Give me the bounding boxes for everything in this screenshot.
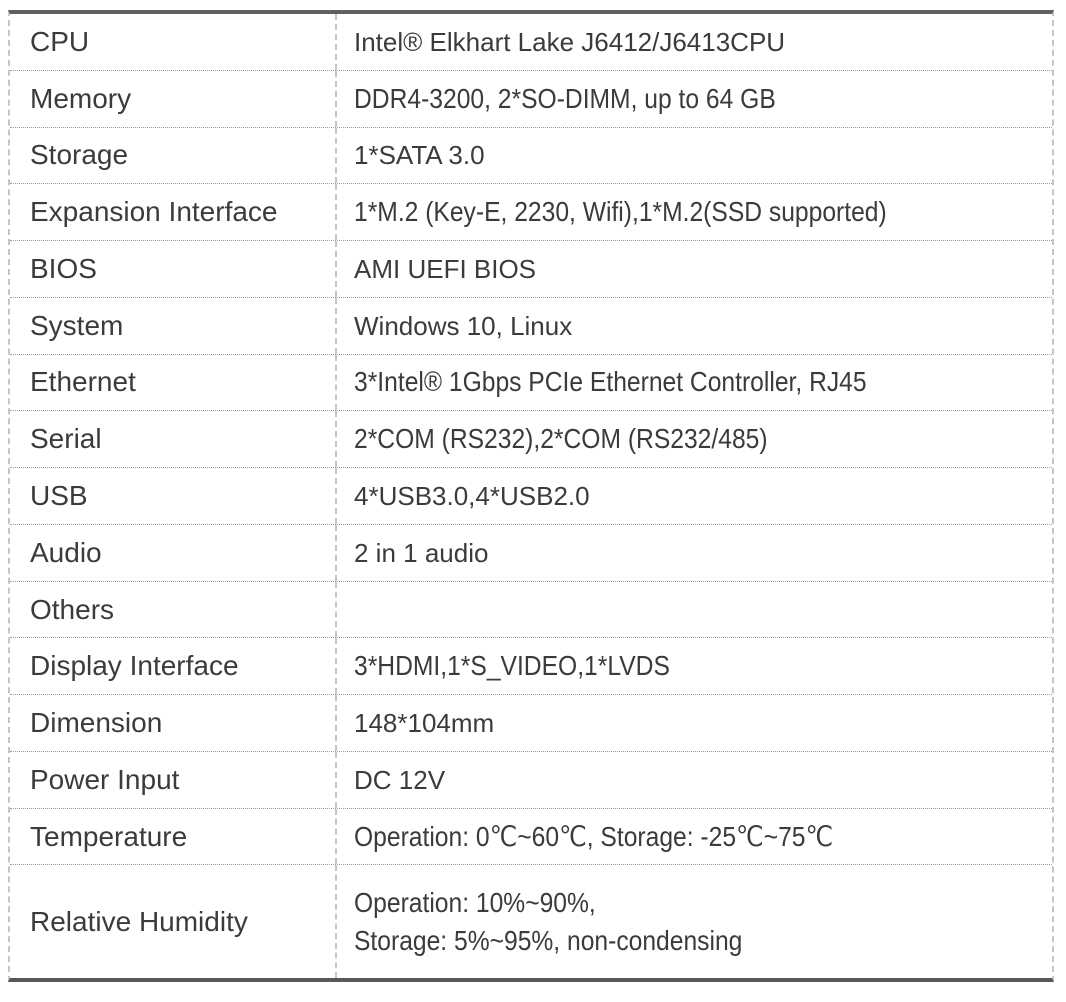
spec-value-cell-cpu: Intel® Elkhart Lake J6412/J6413CPU bbox=[337, 14, 1052, 70]
spec-value-cell-power-input: DC 12V bbox=[337, 752, 1052, 808]
spec-label-text: Serial bbox=[30, 423, 102, 455]
spec-label-text: Others bbox=[30, 593, 115, 625]
spec-label-text: CPU bbox=[30, 25, 90, 57]
spec-label-cell-storage: Storage bbox=[10, 127, 337, 184]
spec-value-cell-serial: 2*COM (RS232),2*COM (RS232/485) bbox=[337, 411, 1052, 467]
spec-row-power-input: Power Input DC 12V bbox=[10, 751, 1052, 809]
spec-label-cell-cpu: CPU bbox=[10, 14, 337, 70]
spec-row-relative-humidity: Relative Humidity Operation: 10%~90%, Stor… bbox=[10, 865, 1052, 978]
spec-value-text: DDR4-3200, 2*SO-DIMM, up to 64 GB bbox=[354, 82, 776, 114]
spec-value-cell-temperature: Operation: 0℃~60℃, Storage: -25℃~75℃ bbox=[337, 809, 1052, 865]
spec-value-cell-display-interface: 3*HDMI,1*S_VIDEO,1*LVDS bbox=[337, 638, 1052, 694]
spec-value-text: 148*104mm bbox=[354, 708, 495, 739]
spec-label-cell-bios: BIOS bbox=[10, 241, 337, 297]
spec-label-text: Storage bbox=[30, 139, 129, 171]
spec-label-text: Ethernet bbox=[30, 366, 136, 398]
spec-value-cell-memory: DDR4-3200, 2*SO-DIMM, up to 64 GB bbox=[337, 71, 1052, 127]
spec-value-cell-others bbox=[337, 582, 1052, 638]
spec-value-text: 3*Intel® 1Gbps PCIe Ethernet Controller,… bbox=[354, 366, 867, 398]
spec-row-memory: Memory DDR4-3200, 2*SO-DIMM, up to 64 GB bbox=[10, 70, 1052, 128]
spec-value-text: Windows 10, Linux bbox=[354, 310, 573, 341]
spec-value-cell-expansion-interface: 1*M.2 (Key-E, 2230, Wifi),1*M.2(SSD supp… bbox=[337, 184, 1052, 240]
spec-value-text: Operation: 10%~90%, bbox=[354, 886, 596, 918]
spec-value-text-line2: Storage: 5%~95%, non-condensing bbox=[354, 924, 743, 956]
spec-label-text: Expansion Interface bbox=[30, 196, 278, 228]
spec-label-text: USB bbox=[30, 480, 88, 511]
spec-label-cell-serial: Serial bbox=[10, 411, 337, 468]
spec-label-text: Relative Humidity bbox=[30, 905, 248, 937]
spec-row-audio: Audio 2 in 1 audio bbox=[10, 524, 1052, 582]
spec-row-ethernet: Ethernet 3*Intel® 1Gbps PCIe Ethernet Con… bbox=[10, 354, 1052, 412]
spec-value-cell-relative-humidity: Operation: 10%~90%, Storage: 5%~95%, non-… bbox=[337, 865, 1052, 978]
spec-label-cell-others: Others bbox=[10, 581, 337, 638]
spec-value-cell-bios: AMI UEFI BIOS bbox=[337, 241, 1052, 297]
spec-value-cell-system: Windows 10, Linux bbox=[337, 298, 1052, 354]
spec-row-cpu: CPU Intel® Elkhart Lake J6412/J6413CPU bbox=[10, 14, 1052, 71]
spec-value-text: Operation: 0℃~60℃, Storage: -25℃~75℃ bbox=[354, 820, 834, 852]
spec-value-text: 2 in 1 audio bbox=[354, 537, 489, 568]
spec-label-cell-power-input: Power Input bbox=[10, 751, 337, 808]
spec-row-serial: Serial 2*COM (RS232),2*COM (RS232/485) bbox=[10, 411, 1052, 469]
spec-label-cell-memory: Memory bbox=[10, 70, 337, 127]
spec-label-cell-audio: Audio bbox=[10, 524, 337, 581]
spec-value-text: 1*SATA 3.0 bbox=[354, 140, 485, 171]
spec-value-cell-dimension: 148*104mm bbox=[337, 695, 1052, 751]
spec-label-cell-display-interface: Display Interface bbox=[10, 638, 337, 695]
spec-row-usb: USB 4*USB3.0,4*USB2.0 bbox=[10, 468, 1052, 525]
spec-label-text: BIOS bbox=[30, 252, 97, 284]
spec-row-display-interface: Display Interface 3*HDMI,1*S_VIDEO,1*LVDS bbox=[10, 638, 1052, 696]
spec-table: CPU Intel® Elkhart Lake J6412/J6413CPU Mem… bbox=[8, 10, 1054, 982]
spec-value-text: 4*USB3.0,4*USB2.0 bbox=[354, 481, 590, 511]
spec-row-dimension: Dimension 148*104mm bbox=[10, 695, 1052, 752]
spec-label-cell-usb: USB bbox=[10, 468, 337, 524]
spec-value-text: 1*M.2 (Key-E, 2230, Wifi),1*M.2(SSD supp… bbox=[354, 196, 887, 228]
spec-label-cell-expansion-interface: Expansion Interface bbox=[10, 184, 337, 241]
spec-row-others: Others bbox=[10, 581, 1052, 639]
spec-value-cell-usb: 4*USB3.0,4*USB2.0 bbox=[337, 468, 1052, 524]
spec-label-text: Temperature bbox=[30, 820, 188, 852]
spec-row-bios: BIOS AMI UEFI BIOS bbox=[10, 241, 1052, 298]
spec-label-text: Audio bbox=[30, 536, 102, 568]
spec-value-text: Intel® Elkhart Lake J6412/J6413CPU bbox=[354, 26, 786, 57]
spec-value-text: 2*COM (RS232),2*COM (RS232/485) bbox=[354, 423, 768, 455]
spec-value-text: AMI UEFI BIOS bbox=[354, 253, 537, 284]
spec-label-cell-dimension: Dimension bbox=[10, 695, 337, 751]
spec-value-text: 3*HDMI,1*S_VIDEO,1*LVDS bbox=[354, 650, 670, 682]
spec-row-system: System Windows 10, Linux bbox=[10, 297, 1052, 355]
spec-label-text: Dimension bbox=[30, 707, 163, 739]
spec-row-temperature: Temperature Operation: 0℃~60℃, Storage: -… bbox=[10, 808, 1052, 866]
spec-row-expansion-interface: Expansion Interface 1*M.2 (Key-E, 2230, W… bbox=[10, 184, 1052, 242]
spec-label-text: Display Interface bbox=[30, 650, 239, 682]
spec-value-text: DC 12V bbox=[354, 764, 446, 795]
spec-label-cell-relative-humidity: Relative Humidity bbox=[10, 865, 337, 978]
spec-row-storage: Storage 1*SATA 3.0 bbox=[10, 127, 1052, 185]
spec-label-text: System bbox=[30, 309, 124, 341]
spec-label-text: Power Input bbox=[30, 763, 180, 795]
spec-value-cell-audio: 2 in 1 audio bbox=[337, 525, 1052, 581]
spec-label-cell-temperature: Temperature bbox=[10, 808, 337, 865]
spec-label-cell-system: System bbox=[10, 297, 337, 354]
spec-value-cell-ethernet: 3*Intel® 1Gbps PCIe Ethernet Controller,… bbox=[337, 355, 1052, 411]
spec-label-cell-ethernet: Ethernet bbox=[10, 354, 337, 411]
spec-label-text: Memory bbox=[30, 82, 132, 114]
spec-value-cell-storage: 1*SATA 3.0 bbox=[337, 128, 1052, 184]
